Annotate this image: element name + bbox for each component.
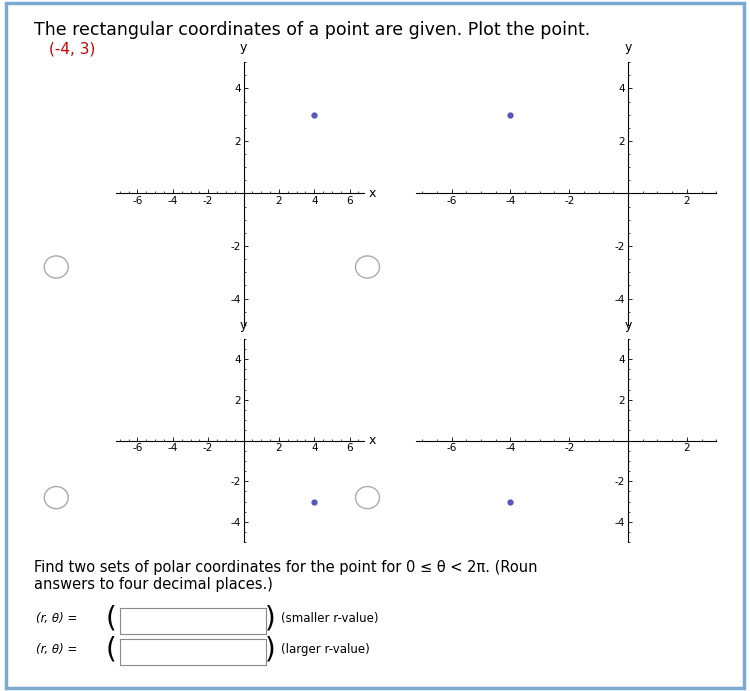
Text: (smaller r-value): (smaller r-value) — [281, 612, 379, 625]
Text: ): ) — [265, 605, 275, 632]
Text: Find two sets of polar coordinates for the point for 0 ≤ θ < 2π. (Roun
answers t: Find two sets of polar coordinates for t… — [34, 560, 537, 592]
Text: y: y — [240, 319, 248, 332]
Text: x: x — [369, 187, 376, 200]
Text: (: ( — [106, 636, 116, 663]
Text: y: y — [624, 319, 632, 332]
Text: ): ) — [265, 636, 275, 663]
Text: The rectangular coordinates of a point are given. Plot the point.: The rectangular coordinates of a point a… — [34, 21, 590, 39]
Text: y: y — [624, 41, 632, 55]
Text: (-4, 3): (-4, 3) — [49, 41, 95, 57]
Text: y: y — [240, 41, 248, 55]
Text: (r, θ) =: (r, θ) = — [36, 612, 77, 625]
Text: (larger r-value): (larger r-value) — [281, 643, 370, 656]
Text: (r, θ) =: (r, θ) = — [36, 643, 77, 656]
Text: x: x — [369, 434, 376, 447]
Text: (: ( — [106, 605, 116, 632]
